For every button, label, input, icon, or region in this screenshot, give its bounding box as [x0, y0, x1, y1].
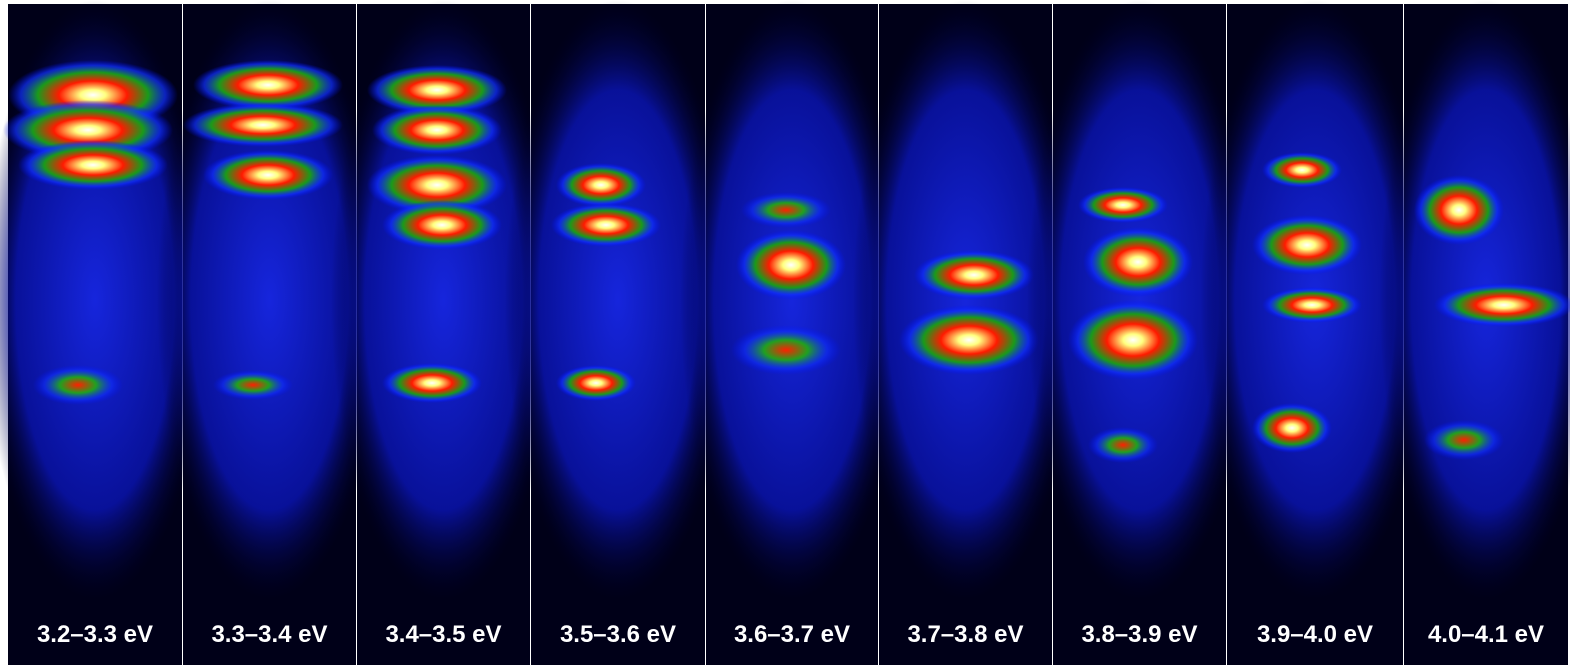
intensity-spot	[556, 365, 636, 401]
panel-label: 3.5–3.6 eV	[560, 621, 676, 648]
panel-label: 4.0–4.1 eV	[1428, 621, 1544, 648]
intensity-spot	[1088, 427, 1158, 463]
panel-label: 3.4–3.5 eV	[385, 621, 501, 648]
panel-label: 3.7–3.8 eV	[907, 621, 1023, 648]
intensity-spot	[382, 363, 482, 403]
intensity-spot	[1083, 227, 1193, 297]
intensity-spot	[741, 192, 831, 228]
intensity-spot	[736, 230, 846, 300]
intensity-spot	[382, 200, 502, 250]
intensity-spot	[556, 163, 646, 207]
intensity-spot	[372, 105, 502, 155]
figure: 3.2–3.3 eV 3.3–3.4 eV 3.4–3.5 eV 3.5–3.6 eV…	[0, 0, 1570, 665]
intensity-spot	[551, 203, 661, 247]
intensity-spot	[899, 305, 1039, 375]
panel-label: 3.2–3.3 eV	[37, 621, 153, 648]
intensity-spot	[183, 103, 343, 147]
intensity-spot	[193, 60, 343, 110]
intensity-spot	[1078, 187, 1168, 223]
intensity-spot	[203, 150, 333, 200]
intensity-spot	[1252, 215, 1362, 275]
intensity-spot	[914, 250, 1034, 300]
panel-label: 3.9–4.0 eV	[1257, 621, 1373, 648]
panel-label: 3.6–3.7 eV	[734, 621, 850, 648]
intensity-spot	[1262, 287, 1362, 323]
intensity-spot	[1414, 175, 1504, 245]
intensity-spot	[1068, 300, 1198, 380]
intensity-spot	[33, 365, 123, 405]
intensity-spot	[18, 140, 168, 190]
intensity-spot	[1424, 420, 1504, 460]
panel-label: 3.3–3.4 eV	[211, 621, 327, 648]
intensity-spot	[213, 370, 293, 400]
intensity-spot	[1434, 283, 1570, 327]
panel-label: 3.8–3.9 eV	[1081, 621, 1197, 648]
intensity-spot	[1252, 403, 1332, 453]
intensity-spot	[1262, 152, 1342, 188]
intensity-spot	[731, 325, 841, 375]
